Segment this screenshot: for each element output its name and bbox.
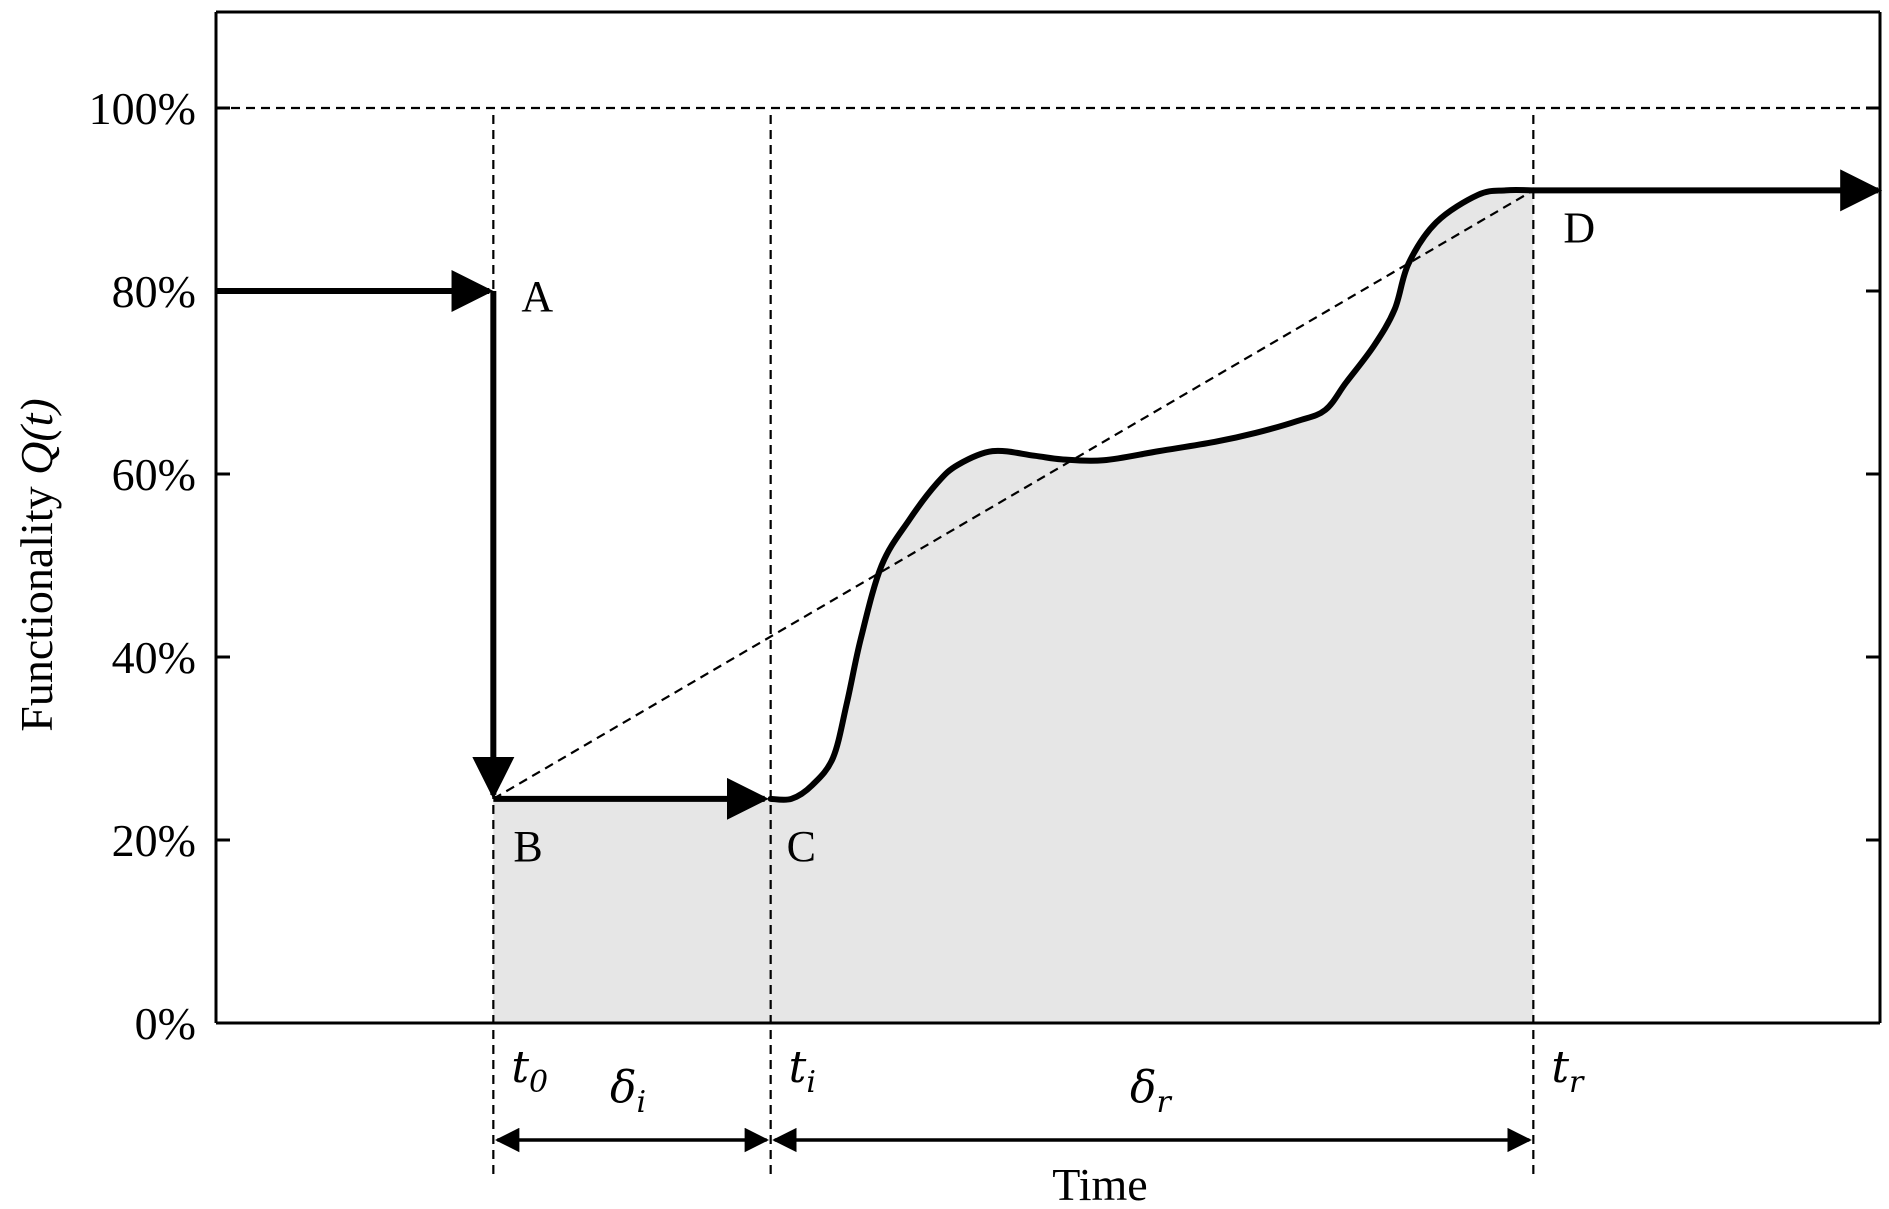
time-label-ti: ti xyxy=(789,1042,816,1100)
interval-label-1: δr xyxy=(1130,1062,1173,1120)
y-tick-label-40: 40% xyxy=(112,632,196,683)
linear-recovery-line xyxy=(492,189,1534,800)
time-label-tr: tr xyxy=(1551,1042,1585,1100)
shaded-area xyxy=(493,190,1534,1023)
time-label-t0: t0 xyxy=(511,1042,548,1100)
x-axis-title: Time xyxy=(1052,1159,1147,1209)
functionality-curve xyxy=(216,169,1883,1153)
point-label-C: C xyxy=(787,822,816,871)
recovery-curve xyxy=(767,187,1537,803)
plot-frame xyxy=(214,10,1882,1025)
recovery-shaded-area xyxy=(493,190,1534,1023)
y-tick-label-60: 60% xyxy=(112,449,196,500)
point-label-B: B xyxy=(513,822,542,871)
point-label-A: A xyxy=(521,272,553,321)
interval-label-0: δi xyxy=(610,1062,646,1120)
y-tick-label-0: 0% xyxy=(135,998,196,1049)
y-tick-label-20: 20% xyxy=(112,815,196,866)
y-tick-label-80: 80% xyxy=(112,266,196,317)
y-tick-label-100: 100% xyxy=(89,83,196,134)
y-axis-title: Functionality Q(t) xyxy=(11,398,62,731)
point-label-D: D xyxy=(1563,203,1595,252)
chart-labels: 0% 20% 40% 60% 80% 100% A B C Dt0 ti tr δi δr Time Func… xyxy=(11,83,1595,1209)
